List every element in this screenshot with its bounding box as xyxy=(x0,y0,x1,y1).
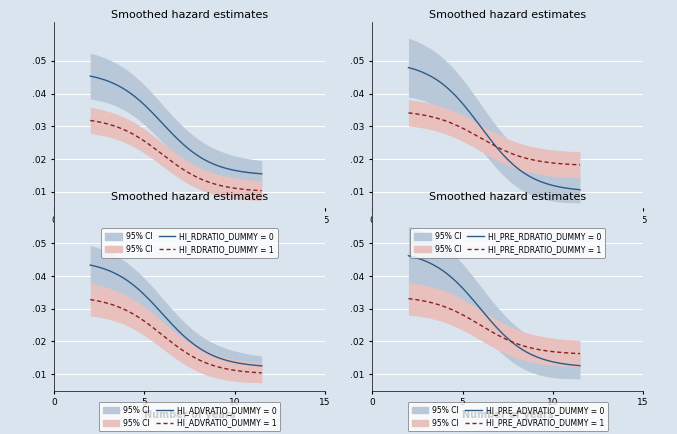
Legend: 95% CI, 95% CI, HI_PRE_ADVRATIO_DUMMY = 0, HI_PRE_ADVRATIO_DUMMY = 1: 95% CI, 95% CI, HI_PRE_ADVRATIO_DUMMY = … xyxy=(408,402,608,431)
Legend: 95% CI, 95% CI, HI_ADVRATIO_DUMMY = 0, HI_ADVRATIO_DUMMY = 1: 95% CI, 95% CI, HI_ADVRATIO_DUMMY = 0, H… xyxy=(99,402,280,431)
Title: Smoothed hazard estimates: Smoothed hazard estimates xyxy=(429,192,586,202)
Title: Smoothed hazard estimates: Smoothed hazard estimates xyxy=(111,192,268,202)
X-axis label: Number of years: Number of years xyxy=(462,228,554,238)
X-axis label: Number of years: Number of years xyxy=(462,410,554,420)
Legend: 95% CI, 95% CI, HI_PRE_RDRATIO_DUMMY = 0, HI_PRE_RDRATIO_DUMMY = 1: 95% CI, 95% CI, HI_PRE_RDRATIO_DUMMY = 0… xyxy=(410,228,605,258)
X-axis label: Number of years: Number of years xyxy=(144,410,236,420)
Legend: 95% CI, 95% CI, HI_RDRATIO_DUMMY = 0, HI_RDRATIO_DUMMY = 1: 95% CI, 95% CI, HI_RDRATIO_DUMMY = 0, HI… xyxy=(102,228,278,258)
Title: Smoothed hazard estimates: Smoothed hazard estimates xyxy=(429,10,586,20)
X-axis label: Number of years: Number of years xyxy=(144,228,236,238)
Title: Smoothed hazard estimates: Smoothed hazard estimates xyxy=(111,10,268,20)
